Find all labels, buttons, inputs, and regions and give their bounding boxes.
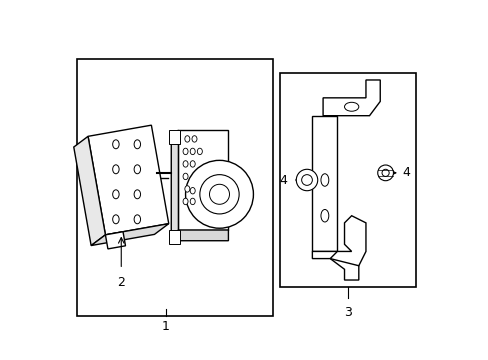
Circle shape bbox=[185, 160, 253, 228]
Ellipse shape bbox=[183, 148, 188, 155]
Polygon shape bbox=[91, 224, 168, 246]
Polygon shape bbox=[171, 230, 228, 241]
Text: 1: 1 bbox=[162, 320, 169, 333]
Ellipse shape bbox=[320, 174, 328, 186]
Circle shape bbox=[296, 169, 317, 191]
Ellipse shape bbox=[112, 215, 119, 224]
Ellipse shape bbox=[320, 210, 328, 222]
Ellipse shape bbox=[183, 161, 188, 167]
Ellipse shape bbox=[134, 165, 140, 174]
Bar bbox=[77, 59, 272, 316]
Text: 4: 4 bbox=[402, 166, 410, 179]
Ellipse shape bbox=[344, 102, 358, 111]
Circle shape bbox=[381, 169, 388, 176]
Ellipse shape bbox=[183, 173, 188, 180]
Circle shape bbox=[377, 165, 393, 181]
Polygon shape bbox=[88, 125, 168, 235]
Ellipse shape bbox=[112, 190, 119, 199]
Ellipse shape bbox=[112, 165, 119, 174]
Ellipse shape bbox=[112, 140, 119, 149]
Bar bbox=[169, 230, 180, 244]
Ellipse shape bbox=[190, 198, 195, 204]
Circle shape bbox=[209, 184, 229, 204]
Ellipse shape bbox=[183, 198, 188, 204]
Polygon shape bbox=[323, 80, 380, 116]
Ellipse shape bbox=[184, 136, 189, 142]
Circle shape bbox=[200, 175, 239, 214]
Polygon shape bbox=[74, 136, 105, 246]
Bar bbox=[169, 130, 180, 144]
Ellipse shape bbox=[134, 215, 140, 224]
Ellipse shape bbox=[184, 186, 189, 192]
Polygon shape bbox=[312, 116, 337, 251]
Circle shape bbox=[301, 175, 312, 185]
Ellipse shape bbox=[197, 148, 202, 155]
Bar bbox=[280, 73, 415, 287]
Ellipse shape bbox=[192, 136, 197, 142]
Polygon shape bbox=[105, 232, 125, 249]
Text: 4: 4 bbox=[279, 174, 287, 186]
Polygon shape bbox=[329, 216, 365, 266]
Text: 3: 3 bbox=[344, 306, 351, 319]
Ellipse shape bbox=[190, 148, 195, 155]
Polygon shape bbox=[178, 130, 228, 230]
Polygon shape bbox=[312, 251, 358, 280]
Ellipse shape bbox=[190, 188, 195, 194]
Polygon shape bbox=[171, 130, 178, 241]
Ellipse shape bbox=[134, 190, 140, 199]
Ellipse shape bbox=[190, 161, 195, 167]
Ellipse shape bbox=[134, 140, 140, 149]
Text: 2: 2 bbox=[117, 276, 125, 289]
